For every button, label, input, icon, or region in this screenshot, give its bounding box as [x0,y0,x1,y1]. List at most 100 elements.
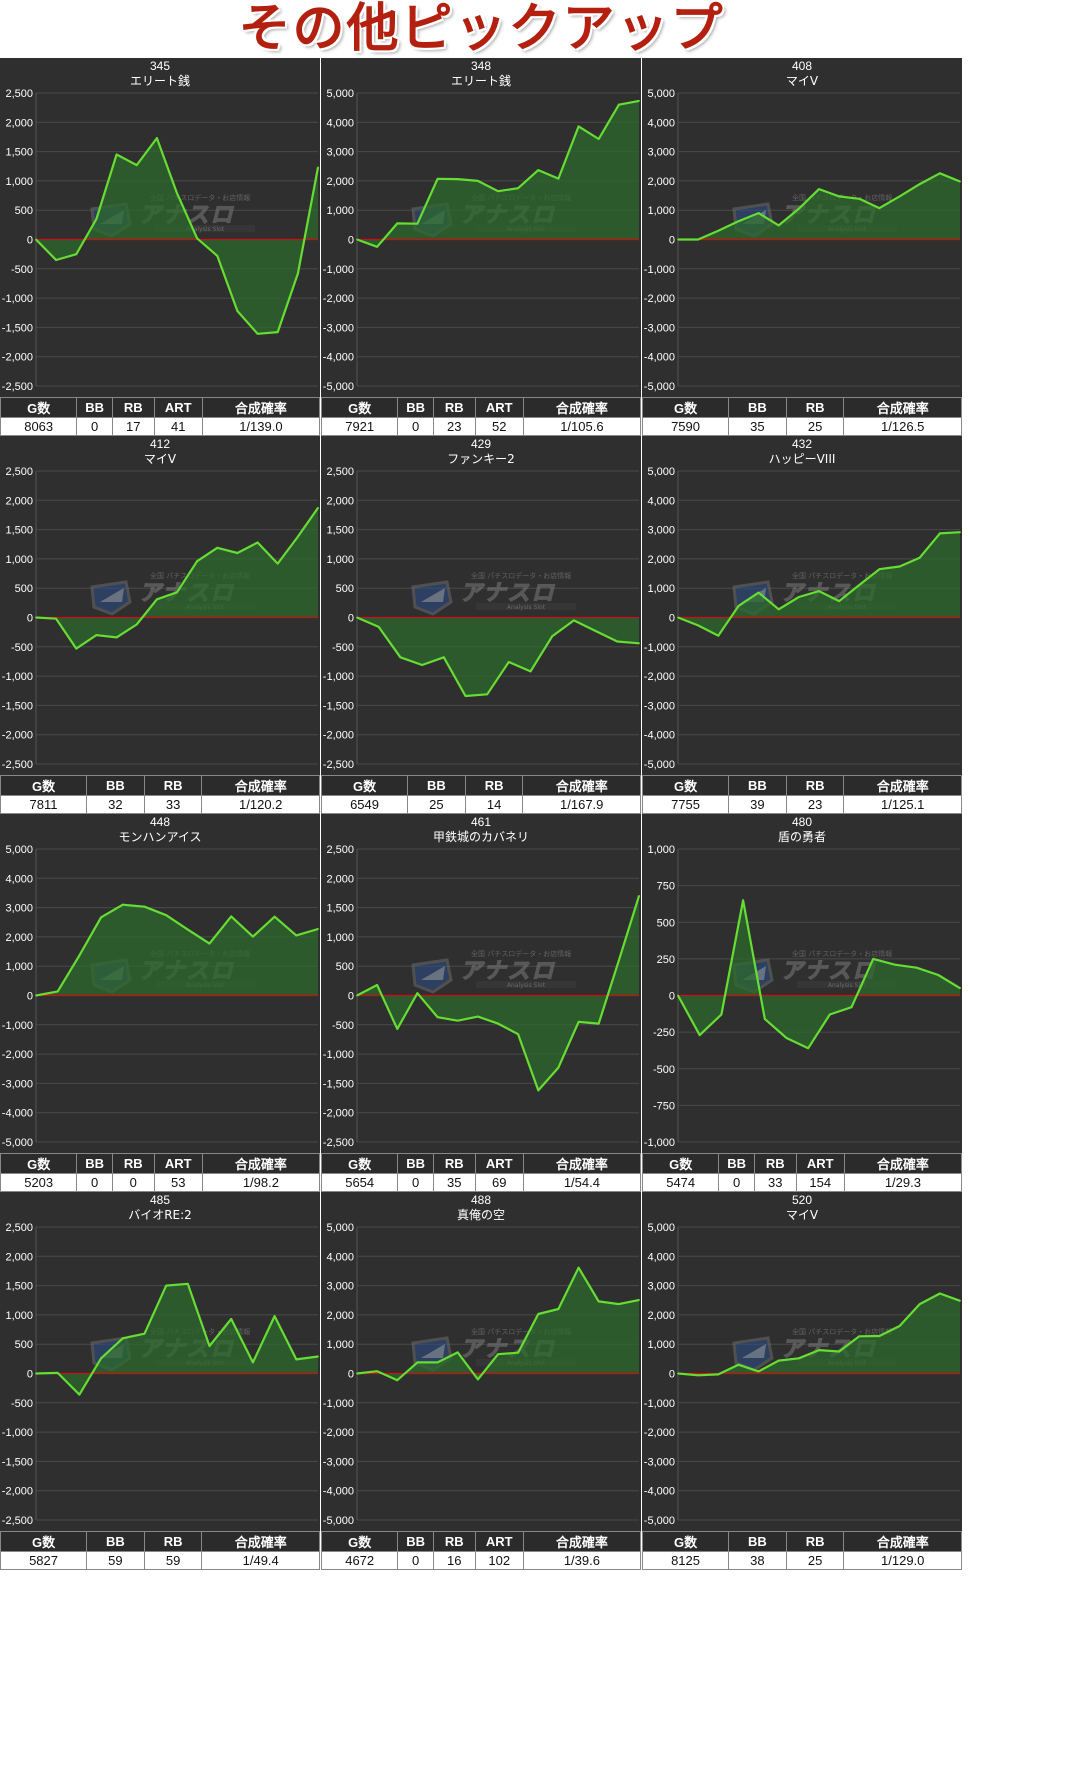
watermark-band [476,981,576,988]
data-point [78,954,81,957]
stats-value-cell: 1/49.4 [201,1551,320,1570]
chart-number: 480 [792,815,812,829]
y-tick-label: 2,500 [5,88,33,100]
stats-header-cell: G数 [0,775,88,796]
y-tick-label: -1,000 [644,1137,675,1149]
data-point [677,616,679,619]
data-point [717,1373,720,1376]
y-tick-label: -2,000 [644,1427,675,1439]
data-point [937,974,940,976]
data-point [399,656,402,659]
data-point [56,990,59,993]
stats-header-cell: RB [464,775,524,796]
data-point [872,958,875,960]
data-point [798,1357,800,1360]
stats-table: G数 BB RB ART 合成確率 5203 0 0 53 1/98.2 [0,1153,321,1192]
data-point [165,914,168,917]
chart-panel: 5,000 4,000 3,000 2,000 1,000 0 -1,000 -2,000 -3… [641,436,962,814]
y-tick-label: -1,000 [2,1427,33,1439]
stats-header-cell: BB [86,775,145,796]
y-tick-label: -500 [11,264,33,276]
data-point [618,959,620,962]
data-point [100,916,102,919]
stats-header-cell: RB [143,1531,203,1552]
data-point [894,963,896,966]
data-point [737,1363,740,1366]
data-point [317,928,319,930]
data-point [798,207,800,210]
y-tick-label: 1,000 [326,932,354,944]
data-point [456,178,459,180]
stats-value-cell: 16 [432,1551,476,1570]
y-tick-label: 0 [27,235,33,247]
data-point [121,903,124,906]
chart-number: 520 [792,1193,812,1207]
watermark-logo-shine [421,1344,445,1358]
stats-header-cell: RB [432,1531,476,1552]
data-point [918,183,921,185]
data-point [959,1299,961,1302]
watermark-sub1: 全国 パチスロデータ・お店情報 [792,1327,892,1336]
stats-header-row: G数 BB RB ART 合成確率 [320,397,642,418]
stats-header-cell: RB [111,397,155,418]
chart-number: 485 [150,1193,170,1207]
watermark-brand: アナスロ [460,581,556,606]
stats-header-cell: BB [397,1531,434,1552]
chart-svg: 1,000 750 500 250 0 -250 -500 -750 -1,000 480盾の勇者… [644,815,961,1149]
data-point [677,1372,679,1375]
y-tick-label: -500 [11,642,33,654]
chart-number: 412 [150,437,170,451]
data-point [396,222,399,225]
stats-value-cell: 59 [86,1551,145,1570]
data-point [763,1018,766,1020]
series-area [357,100,639,247]
watermark-sub1: 全国 パチスロデータ・お店情報 [471,949,571,958]
y-tick-label: -2,000 [323,730,354,742]
data-point [677,994,679,997]
stats-value-cell: 1/98.2 [201,1173,321,1192]
stats-value-row: 7755 39 23 1/125.1 [641,795,962,814]
y-tick-label: -2,500 [2,759,33,771]
stats-value-row: 8125 38 25 1/129.0 [641,1551,962,1570]
stats-table: G数 BB RB ART 合成確率 5654 0 35 69 1/54.4 [320,1153,642,1192]
stats-header-cell: ART [795,1153,845,1174]
stats-table: G数 BB RB ART 合成確率 8063 0 17 41 1/139.0 [0,397,321,436]
stats-value-cell: 8125 [641,1551,730,1570]
y-tick-label: -1,000 [644,264,675,276]
data-point [828,1013,831,1016]
data-point [742,899,744,902]
data-point [597,138,600,140]
y-tick-label: 3,000 [647,525,675,537]
data-point [442,656,445,659]
data-point [356,616,358,619]
stats-header-cell: 合成確率 [201,397,321,418]
data-point [537,1089,540,1092]
data-point [396,1028,399,1030]
watermark-sub1: 全国 パチスロデータ・お店情報 [471,1327,571,1336]
stats-value-cell: 8063 [0,417,78,436]
stats-value-cell: 7811 [0,795,88,814]
y-tick-label: 2,000 [326,176,354,188]
stats-value-row: 7590 35 25 1/126.5 [641,417,962,436]
y-tick-label: 5,000 [326,88,354,100]
y-tick-label: 2,000 [5,932,33,944]
y-tick-label: 1,000 [5,1310,33,1322]
y-tick-label: 500 [336,961,354,973]
data-point [55,617,57,620]
stats-table: G数 BB RB 合成確率 8125 38 25 1/129.0 [641,1531,962,1570]
y-tick-label: -1,000 [2,1020,33,1032]
stats-header-row: G数 BB RB 合成確率 [641,775,962,796]
stats-header-cell: 合成確率 [522,1153,642,1174]
chart-svg: 5,000 4,000 3,000 2,000 1,000 0 -1,000 -2,000 -3… [323,59,640,393]
data-point [878,207,881,210]
series-area [36,904,318,996]
stats-value-cell: 23 [785,795,845,814]
chart-panel: 2,500 2,000 1,500 1,000 500 0 -500 -1,000 -1,500… [320,436,641,814]
y-tick-label: 500 [15,205,33,217]
data-point [939,1292,941,1295]
data-point [573,619,575,622]
stats-value-cell: 1/139.0 [201,417,321,436]
data-point [456,1351,459,1354]
data-point [616,640,619,643]
data-point [838,1350,840,1353]
